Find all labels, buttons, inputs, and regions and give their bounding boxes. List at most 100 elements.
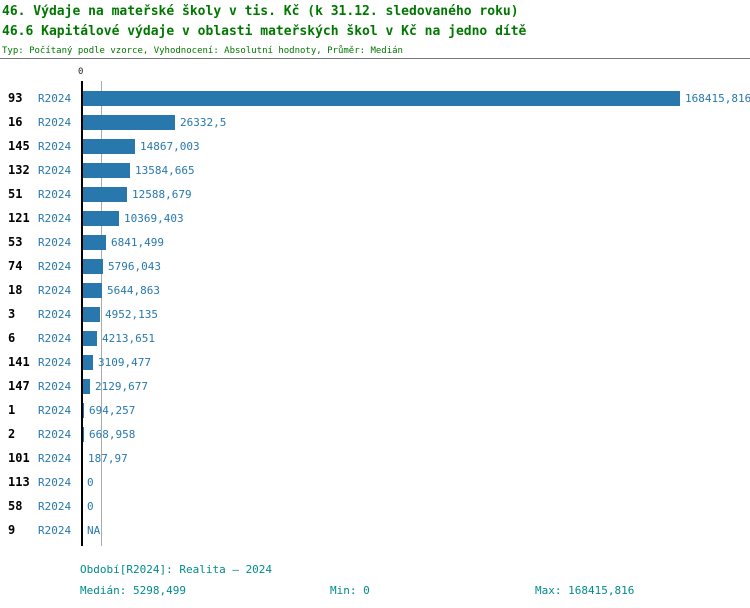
page-title-line2: 46.6 Kapitálové výdaje v oblasti mateřsk… xyxy=(2,24,527,39)
bar-value-label: 13584,665 xyxy=(135,163,195,177)
bar-area: 4213,651 xyxy=(82,330,746,346)
chart-row: 93 R2024 168415,816 xyxy=(0,86,750,110)
page-title-line1: 46. Výdaje na mateřské školy v tis. Kč (… xyxy=(2,4,519,19)
bar-value-label: 26332,5 xyxy=(180,115,227,129)
row-id: 121 xyxy=(8,211,30,225)
bar-value-label: 168415,816 xyxy=(685,91,750,105)
row-period-label: R2024 xyxy=(38,235,72,249)
chart-rows: 93 R2024 168415,816 16 R2024 26332,5 145 R2024 1… xyxy=(0,86,750,542)
bar-area: 668,958 xyxy=(82,426,746,442)
bar-value-label: 668,958 xyxy=(89,427,136,441)
bar xyxy=(82,162,130,178)
row-id: 132 xyxy=(8,163,30,177)
bar-value-label: 5796,043 xyxy=(108,259,161,273)
bar-value-label: 5644,863 xyxy=(107,283,160,297)
chart-row: 6 R2024 4213,651 xyxy=(0,326,750,350)
chart-row: 1 R2024 694,257 xyxy=(0,398,750,422)
bar-value-label: 187,97 xyxy=(88,451,128,465)
bar-value-label: 2129,677 xyxy=(95,379,148,393)
bar-value-label: NA xyxy=(87,523,101,537)
chart-row: 53 R2024 6841,499 xyxy=(0,230,750,254)
bar xyxy=(82,282,102,298)
row-id: 3 xyxy=(8,307,16,321)
row-period-label: R2024 xyxy=(38,163,72,177)
row-period-label: R2024 xyxy=(38,499,72,513)
chart-row: 2 R2024 668,958 xyxy=(0,422,750,446)
footer-min: Min: 0 xyxy=(330,584,370,597)
row-id: 141 xyxy=(8,355,30,369)
chart-row: 121 R2024 10369,403 xyxy=(0,206,750,230)
chart-row: 74 R2024 5796,043 xyxy=(0,254,750,278)
bar-area: 26332,5 xyxy=(82,114,746,130)
row-period-label: R2024 xyxy=(38,307,72,321)
bar-value-label: 694,257 xyxy=(89,403,136,417)
row-period-label: R2024 xyxy=(38,211,72,225)
row-period-label: R2024 xyxy=(38,187,72,201)
bar xyxy=(82,114,175,130)
bar xyxy=(82,330,97,346)
chart-subtitle: Typ: Počítaný podle vzorce, Vyhodnocení:… xyxy=(2,46,403,56)
row-id: 74 xyxy=(8,259,23,273)
row-id: 113 xyxy=(8,475,30,489)
row-id: 16 xyxy=(8,115,23,129)
row-id: 93 xyxy=(8,91,23,105)
bar-value-label: 10369,403 xyxy=(124,211,184,225)
bar-value-label: 6841,499 xyxy=(111,235,164,249)
chart-row: 18 R2024 5644,863 xyxy=(0,278,750,302)
row-period-label: R2024 xyxy=(38,523,72,537)
row-id: 101 xyxy=(8,451,30,465)
bar-area: 13584,665 xyxy=(82,162,746,178)
row-period-label: R2024 xyxy=(38,115,72,129)
bar-area: 168415,816 xyxy=(82,90,750,106)
row-period-label: R2024 xyxy=(38,331,72,345)
median-gridline xyxy=(101,81,102,546)
bar-area: 5644,863 xyxy=(82,282,746,298)
row-period-label: R2024 xyxy=(38,91,72,105)
bar xyxy=(82,90,680,106)
bar-area: 3109,477 xyxy=(82,354,746,370)
chart-row: 145 R2024 14867,003 xyxy=(0,134,750,158)
bar xyxy=(82,402,84,418)
row-period-label: R2024 xyxy=(38,259,72,273)
bar-value-label: 0 xyxy=(87,475,94,489)
chart-row: 3 R2024 4952,135 xyxy=(0,302,750,326)
bar-area: 4952,135 xyxy=(82,306,746,322)
row-id: 51 xyxy=(8,187,23,201)
bar-area: 187,97 xyxy=(82,450,746,466)
chart-row: 16 R2024 26332,5 xyxy=(0,110,750,134)
row-id: 147 xyxy=(8,379,30,393)
row-id: 145 xyxy=(8,139,30,153)
chart-row: 113 R2024 0 xyxy=(0,470,750,494)
bar-value-label: 4213,651 xyxy=(102,331,155,345)
bar xyxy=(82,354,93,370)
chart-row: 141 R2024 3109,477 xyxy=(0,350,750,374)
chart-row: 51 R2024 12588,679 xyxy=(0,182,750,206)
chart-row: 147 R2024 2129,677 xyxy=(0,374,750,398)
bar-value-label: 14867,003 xyxy=(140,139,200,153)
bar-area: 2129,677 xyxy=(82,378,746,394)
footer-period: Období[R2024]: Realita – 2024 xyxy=(80,563,273,576)
bar-chart: 0 93 R2024 168415,816 16 R2024 26332,5 145 R202… xyxy=(0,67,750,546)
bar xyxy=(82,234,106,250)
footer-max: Max: 168415,816 xyxy=(535,584,635,597)
footer-median: Medián: 5298,499 xyxy=(80,584,186,597)
row-id: 2 xyxy=(8,427,16,441)
bar-value-label: 0 xyxy=(87,499,94,513)
bar-area: 694,257 xyxy=(82,402,746,418)
bar xyxy=(82,138,135,154)
bar-area: 6841,499 xyxy=(82,234,746,250)
bar xyxy=(82,426,84,442)
bar-area: 10369,403 xyxy=(82,210,746,226)
row-period-label: R2024 xyxy=(38,379,72,393)
bar xyxy=(82,258,103,274)
row-period-label: R2024 xyxy=(38,283,72,297)
bar-value-label: 3109,477 xyxy=(98,355,151,369)
bar xyxy=(82,210,119,226)
bar xyxy=(82,186,127,202)
bar-area: 12588,679 xyxy=(82,186,746,202)
bar-area: 0 xyxy=(82,499,746,514)
row-period-label: R2024 xyxy=(38,475,72,489)
bar-area: 14867,003 xyxy=(82,138,746,154)
row-id: 6 xyxy=(8,331,16,345)
